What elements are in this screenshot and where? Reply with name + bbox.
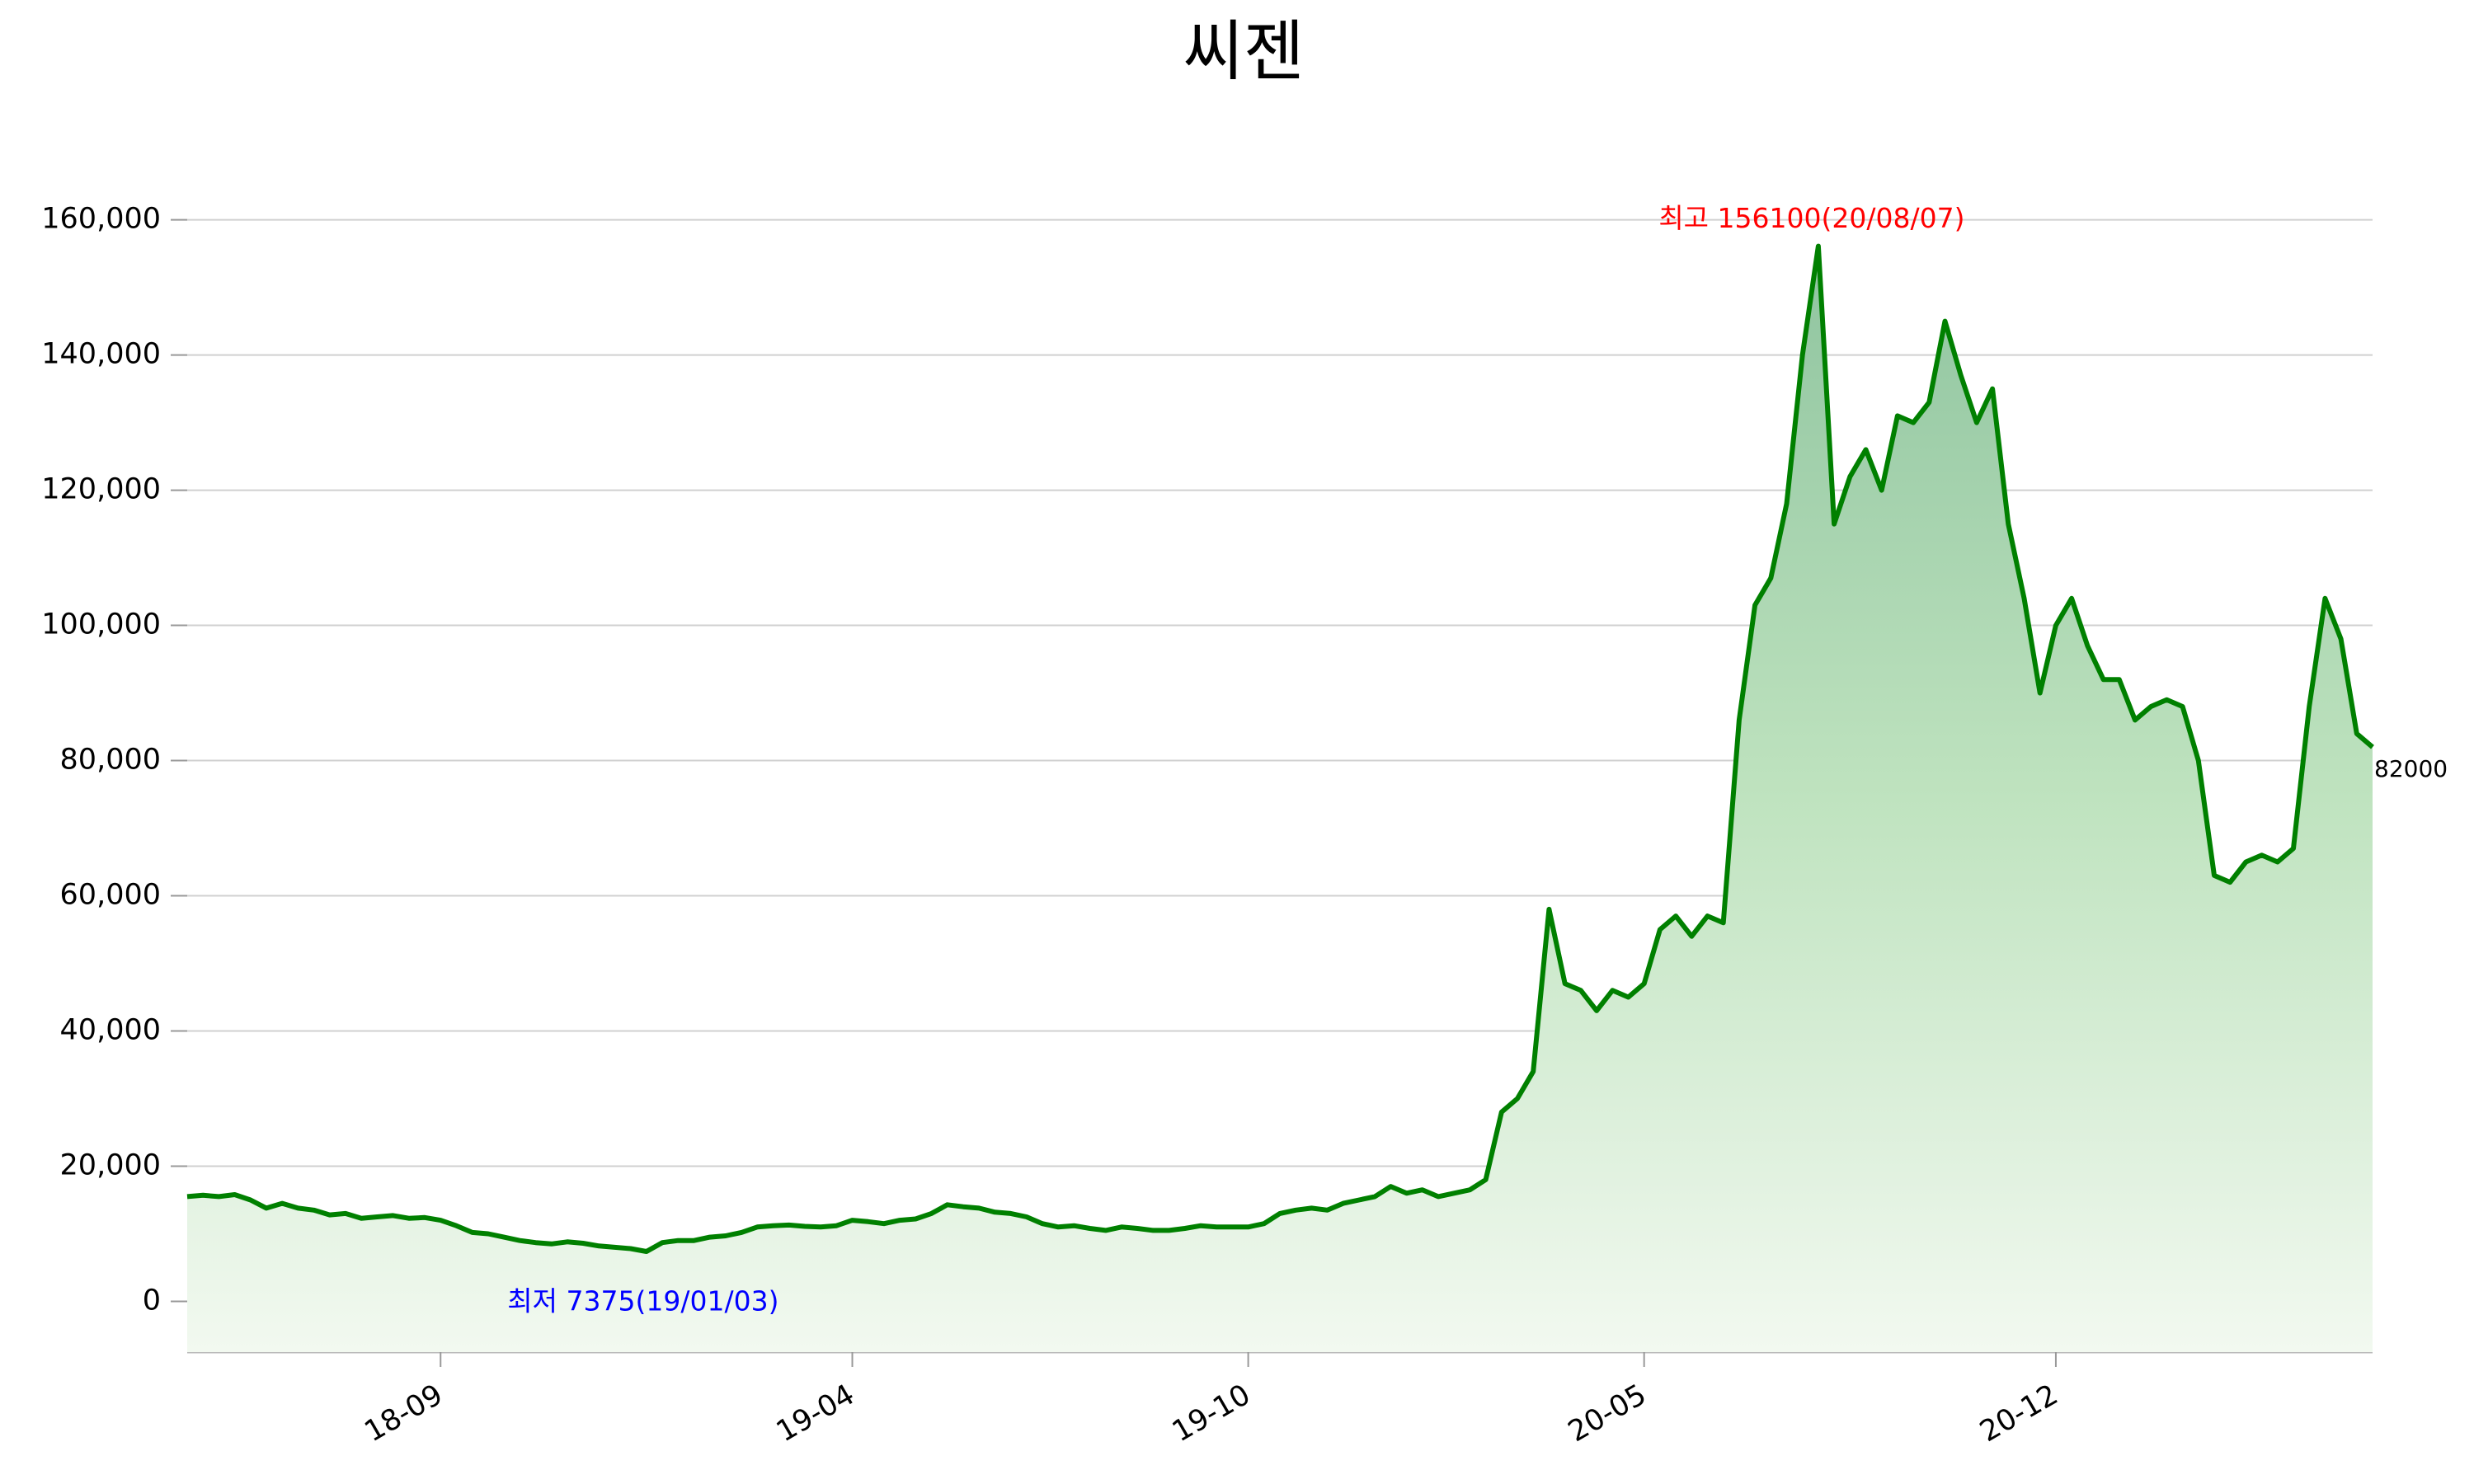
price-line [186,243,2374,1254]
x-tick-label: 18-09 [360,1378,449,1449]
y-tick-label: 80,000 [60,744,161,777]
y-tick-label: 140,000 [41,338,161,371]
x-tick-label: 20-12 [1974,1378,2063,1449]
y-tick-label: 120,000 [41,473,161,506]
y-tick-label: 100,000 [41,608,161,641]
y-tick-label: 160,000 [41,203,161,236]
min-annotation: 최저 7375(19/01/03) [507,1285,778,1317]
area [187,246,2373,1353]
y-tick-label: 20,000 [60,1149,161,1182]
max-annotation: 최고 156100(20/08/07) [1658,202,1964,234]
x-tick-label: 19-04 [771,1378,860,1449]
y-tick-label: 0 [143,1284,161,1317]
last-value-label: 82000 [2374,755,2448,782]
x-tick-label: 19-10 [1167,1378,1256,1449]
chart-title: 씨젠 [1183,13,1304,90]
x-tick-label: 20-05 [1563,1378,1652,1449]
y-tick-label: 40,000 [60,1014,161,1047]
y-tick-label: 60,000 [60,879,161,912]
